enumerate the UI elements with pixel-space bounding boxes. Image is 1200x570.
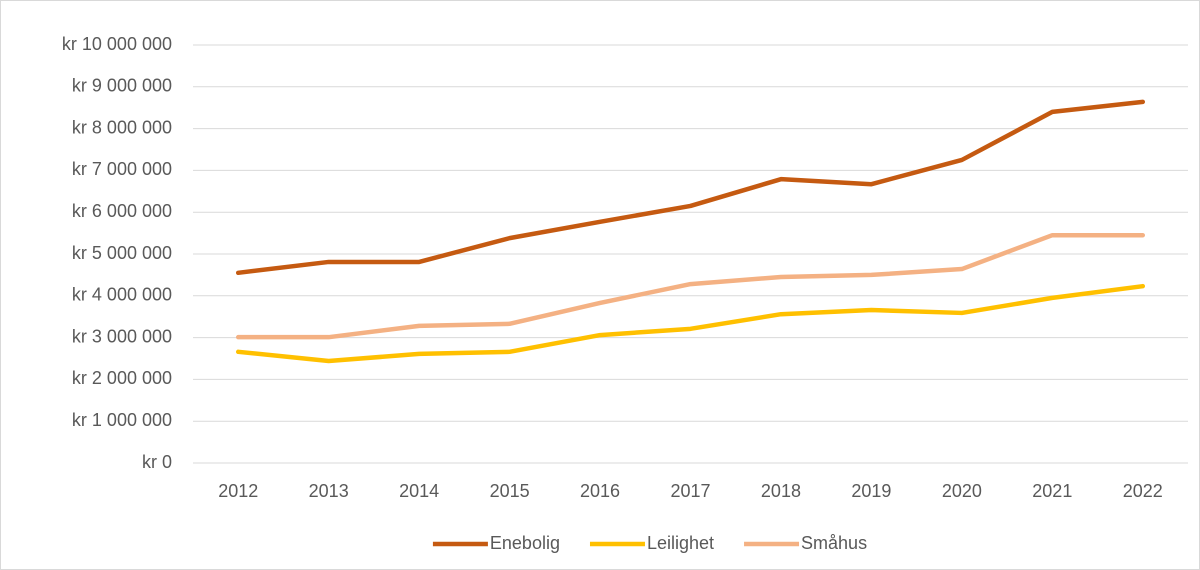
y-tick-label: kr 2 000 000	[72, 368, 172, 388]
x-tick-label: 2012	[218, 481, 258, 501]
x-tick-label: 2020	[942, 481, 982, 501]
x-tick-label: 2016	[580, 481, 620, 501]
y-tick-label: kr 6 000 000	[72, 201, 172, 221]
y-tick-label: kr 4 000 000	[72, 285, 172, 305]
x-tick-label: 2022	[1123, 481, 1163, 501]
y-tick-label: kr 10 000 000	[62, 34, 172, 54]
x-tick-label: 2019	[851, 481, 891, 501]
x-tick-label: 2013	[309, 481, 349, 501]
y-tick-label: kr 8 000 000	[72, 117, 172, 137]
series-line	[235, 99, 1146, 276]
y-tick-label: kr 7 000 000	[72, 159, 172, 179]
y-tick-label: kr 9 000 000	[72, 76, 172, 96]
legend-label: Leilighet	[647, 533, 714, 553]
y-tick-label: kr 0	[142, 452, 172, 472]
x-tick-label: 2018	[761, 481, 801, 501]
legend-label: Enebolig	[490, 533, 560, 553]
y-tick-label: kr 5 000 000	[72, 243, 172, 263]
x-tick-label: 2014	[399, 481, 439, 501]
y-tick-label: kr 3 000 000	[72, 326, 172, 346]
x-tick-label: 2017	[670, 481, 710, 501]
series-line	[235, 232, 1146, 340]
y-tick-label: kr 1 000 000	[72, 410, 172, 430]
legend-label: Småhus	[801, 533, 867, 553]
x-tick-label: 2021	[1032, 481, 1072, 501]
series-line	[235, 283, 1146, 364]
x-tick-label: 2015	[490, 481, 530, 501]
